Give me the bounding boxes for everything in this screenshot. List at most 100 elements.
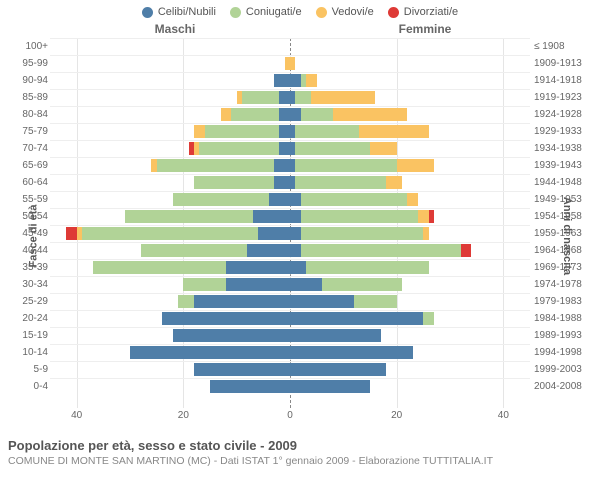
column-headers: Maschi Femmine <box>0 20 600 38</box>
segment-v <box>290 57 295 70</box>
segment-co <box>125 210 253 223</box>
segment-co <box>178 295 194 308</box>
bar-maschi <box>130 346 290 359</box>
birth-label: 1949-1953 <box>534 191 600 208</box>
birth-label: 1934-1938 <box>534 140 600 157</box>
birth-label: 1909-1913 <box>534 55 600 72</box>
birth-label: 1979-1983 <box>534 293 600 310</box>
segment-c <box>290 278 322 291</box>
bar-maschi <box>183 278 290 291</box>
segment-c <box>274 176 290 189</box>
bar-maschi <box>210 380 290 393</box>
legend-label: Vedovi/e <box>332 6 374 18</box>
bar-femmine <box>290 244 471 257</box>
segment-c <box>226 278 290 291</box>
bar-maschi <box>141 244 290 257</box>
legend-item: Divorziati/e <box>388 6 458 18</box>
birth-label: 1974-1978 <box>534 276 600 293</box>
segment-co <box>301 210 418 223</box>
segment-c <box>258 227 290 240</box>
age-row <box>50 106 530 123</box>
segment-co <box>306 261 429 274</box>
segment-c <box>279 142 290 155</box>
segment-co <box>141 244 248 257</box>
segment-c <box>290 108 301 121</box>
age-row <box>50 89 530 106</box>
bar-maschi <box>173 193 290 206</box>
segment-c <box>290 380 370 393</box>
legend-item: Vedovi/e <box>316 6 374 18</box>
bar-femmine <box>290 295 397 308</box>
birth-label: 1944-1948 <box>534 174 600 191</box>
birth-label: 1914-1918 <box>534 72 600 89</box>
segment-co <box>301 227 424 240</box>
segment-co <box>295 159 396 172</box>
age-row <box>50 310 530 327</box>
segment-c <box>290 193 301 206</box>
segment-c <box>290 261 306 274</box>
segment-d <box>461 244 472 257</box>
bar-femmine <box>290 312 434 325</box>
segment-v <box>333 108 408 121</box>
age-row <box>50 344 530 361</box>
bar-femmine <box>290 125 429 138</box>
segment-co <box>93 261 226 274</box>
age-row <box>50 140 530 157</box>
header-maschi: Maschi <box>0 22 300 36</box>
segment-c <box>173 329 290 342</box>
age-row <box>50 55 530 72</box>
segment-co <box>173 193 269 206</box>
segment-c <box>194 363 290 376</box>
bar-maschi <box>125 210 290 223</box>
segment-c <box>290 295 354 308</box>
segment-c <box>194 295 290 308</box>
segment-v <box>418 210 429 223</box>
age-row <box>50 378 530 395</box>
bar-femmine <box>290 329 381 342</box>
segment-c <box>290 346 413 359</box>
bar-maschi <box>221 108 290 121</box>
segment-co <box>301 108 333 121</box>
x-tick: 20 <box>391 410 402 421</box>
segment-c <box>290 363 386 376</box>
segment-c <box>162 312 290 325</box>
segment-v <box>397 159 434 172</box>
age-label: 95-99 <box>0 55 48 72</box>
bar-femmine <box>290 108 407 121</box>
age-label: 25-29 <box>0 293 48 310</box>
segment-co <box>82 227 258 240</box>
age-row <box>50 293 530 310</box>
bar-femmine <box>290 346 413 359</box>
birth-label: 1964-1968 <box>534 242 600 259</box>
bar-femmine <box>290 74 317 87</box>
age-row <box>50 361 530 378</box>
footer-subtitle: COMUNE DI MONTE SAN MARTINO (MC) - Dati … <box>8 455 592 467</box>
bar-femmine <box>290 57 295 70</box>
age-label: 10-14 <box>0 344 48 361</box>
pyramid-chart: Fasce di età Anni di nascita 402002040 1… <box>0 38 600 434</box>
segment-v <box>311 91 375 104</box>
footer: Popolazione per età, sesso e stato civil… <box>0 434 600 467</box>
birth-label: 1969-1973 <box>534 259 600 276</box>
x-tick: 40 <box>498 410 509 421</box>
footer-title: Popolazione per età, sesso e stato civil… <box>8 438 592 453</box>
age-row <box>50 276 530 293</box>
bar-femmine <box>290 227 429 240</box>
age-row <box>50 72 530 89</box>
age-label: 75-79 <box>0 123 48 140</box>
bar-maschi <box>93 261 290 274</box>
age-label: 30-34 <box>0 276 48 293</box>
birth-label: 1919-1923 <box>534 89 600 106</box>
bar-maschi <box>194 125 290 138</box>
bar-maschi <box>189 142 290 155</box>
segment-c <box>290 329 381 342</box>
segment-v <box>407 193 418 206</box>
age-label: 5-9 <box>0 361 48 378</box>
segment-c <box>290 244 301 257</box>
segment-co <box>295 142 370 155</box>
age-label: 60-64 <box>0 174 48 191</box>
segment-c <box>290 312 423 325</box>
age-row <box>50 208 530 225</box>
segment-co <box>295 91 311 104</box>
age-row <box>50 38 530 55</box>
